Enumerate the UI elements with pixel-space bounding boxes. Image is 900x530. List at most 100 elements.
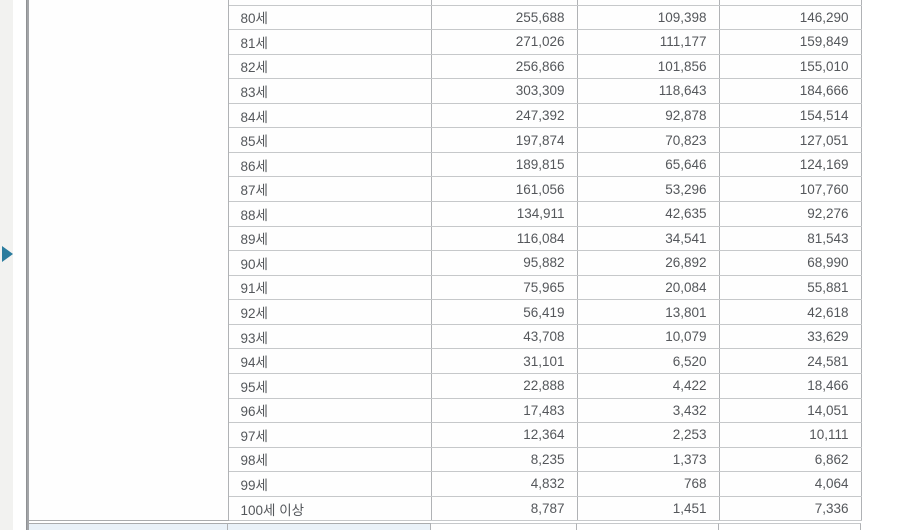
value-cell: 127,051 [718, 127, 862, 153]
next-value-cell [719, 523, 861, 530]
merged-group-cell [29, 0, 229, 522]
value-cell: 95,882 [430, 250, 578, 276]
value-cell: 189,815 [430, 151, 578, 178]
value-cell: 55,881 [718, 274, 862, 301]
value-cell: 42,618 [718, 299, 862, 325]
value-cell: 4,832 [430, 471, 578, 497]
value-cell: 33,629 [718, 323, 862, 350]
value-cell: 81,543 [718, 225, 862, 252]
value-cell: 92,276 [718, 201, 862, 227]
value-cell: 22,888 [430, 372, 578, 399]
value-cell: 101,856 [576, 53, 720, 80]
age-cell: 100세 이상 [227, 495, 432, 522]
population-by-age-table: 80세 255,688 109,398 146,290 81세 271,026 111,17… [29, 0, 862, 522]
value-cell: 134,911 [430, 201, 578, 227]
next-group-cell [29, 523, 228, 530]
value-cell: 161,056 [430, 176, 578, 202]
table-row: 90세 95,882 26,892 68,990 [29, 250, 862, 276]
next-value-cell [577, 523, 719, 530]
age-cell: 84세 [227, 102, 432, 129]
value-cell: 65,646 [576, 151, 720, 178]
age-cell: 93세 [227, 323, 432, 350]
age-cell: 86세 [227, 151, 432, 178]
value-cell: 255,688 [430, 4, 578, 31]
value-cell: 159,849 [718, 29, 862, 55]
table-row: 97세 12,364 2,253 10,111 [29, 422, 862, 448]
table-row: 96세 17,483 3,432 14,051 [29, 397, 862, 424]
age-cell: 89세 [227, 225, 432, 252]
age-cell: 90세 [227, 250, 432, 276]
value-cell: 68,990 [718, 250, 862, 276]
value-cell: 2,253 [576, 422, 720, 448]
value-cell: 12,364 [430, 422, 578, 448]
table-row: 82세 256,866 101,856 155,010 [29, 53, 862, 80]
age-cell: 87세 [227, 176, 432, 202]
value-cell: 43,708 [430, 323, 578, 350]
value-cell: 10,111 [718, 422, 862, 448]
table-row: 95세 22,888 4,422 18,466 [29, 372, 862, 399]
value-cell: 4,064 [718, 471, 862, 497]
age-cell: 82세 [227, 53, 432, 80]
value-cell: 6,862 [718, 446, 862, 473]
value-cell: 53,296 [576, 176, 720, 202]
value-cell: 10,079 [576, 323, 720, 350]
next-value-cell [431, 523, 577, 530]
value-cell: 118,643 [576, 78, 720, 104]
value-cell: 116,084 [430, 225, 578, 252]
table-row: 94세 31,101 6,520 24,581 [29, 348, 862, 374]
value-cell: 6,520 [576, 348, 720, 374]
value-cell: 18,466 [718, 372, 862, 399]
value-cell: 92,878 [576, 102, 720, 129]
age-cell: 99세 [227, 471, 432, 497]
value-cell: 303,309 [430, 78, 578, 104]
table-row: 93세 43,708 10,079 33,629 [29, 323, 862, 350]
value-cell [718, 0, 862, 6]
value-cell: 247,392 [430, 102, 578, 129]
current-position-arrow-icon[interactable] [2, 246, 13, 262]
age-cell: 80세 [227, 4, 432, 31]
table-row: 83세 303,309 118,643 184,666 [29, 78, 862, 104]
table-row: 98세 8,235 1,373 6,862 [29, 446, 862, 473]
value-cell: 42,635 [576, 201, 720, 227]
table-row: 100세 이상 8,787 1,451 7,336 [29, 495, 862, 522]
value-cell: 155,010 [718, 53, 862, 80]
table-row: 88세 134,911 42,635 92,276 [29, 201, 862, 227]
age-cell: 94세 [227, 348, 432, 374]
value-cell: 4,422 [576, 372, 720, 399]
value-cell: 17,483 [430, 397, 578, 424]
value-cell: 26,892 [576, 250, 720, 276]
value-cell: 24,581 [718, 348, 862, 374]
value-cell: 14,051 [718, 397, 862, 424]
value-cell: 70,823 [576, 127, 720, 153]
value-cell: 7,336 [718, 495, 862, 522]
value-cell: 184,666 [718, 78, 862, 104]
table-row: 86세 189,815 65,646 124,169 [29, 151, 862, 178]
value-cell: 1,373 [576, 446, 720, 473]
value-cell: 3,432 [576, 397, 720, 424]
value-cell: 111,177 [576, 29, 720, 55]
table-row: 85세 197,874 70,823 127,051 [29, 127, 862, 153]
table-row: 91세 75,965 20,084 55,881 [29, 274, 862, 301]
value-cell: 271,026 [430, 29, 578, 55]
data-table: 80세 255,688 109,398 146,290 81세 271,026 111,17… [29, 0, 862, 522]
value-cell: 8,235 [430, 446, 578, 473]
age-cell: 88세 [227, 201, 432, 227]
value-cell: 34,541 [576, 225, 720, 252]
value-cell: 13,801 [576, 299, 720, 325]
age-cell: 98세 [227, 446, 432, 473]
table-row: 89세 116,084 34,541 81,543 [29, 225, 862, 252]
left-gutter [0, 0, 13, 530]
table-row: 84세 247,392 92,878 154,514 [29, 102, 862, 129]
next-section-partial-row [29, 523, 862, 530]
value-cell: 768 [576, 471, 720, 497]
age-cell: 83세 [227, 78, 432, 104]
age-cell: 96세 [227, 397, 432, 424]
value-cell: 107,760 [718, 176, 862, 202]
age-cell: 97세 [227, 422, 432, 448]
pane-splitter[interactable] [26, 0, 29, 530]
value-cell: 20,084 [576, 274, 720, 301]
value-cell: 146,290 [718, 4, 862, 31]
value-cell: 124,169 [718, 151, 862, 178]
table-row: 99세 4,832 768 4,064 [29, 471, 862, 497]
